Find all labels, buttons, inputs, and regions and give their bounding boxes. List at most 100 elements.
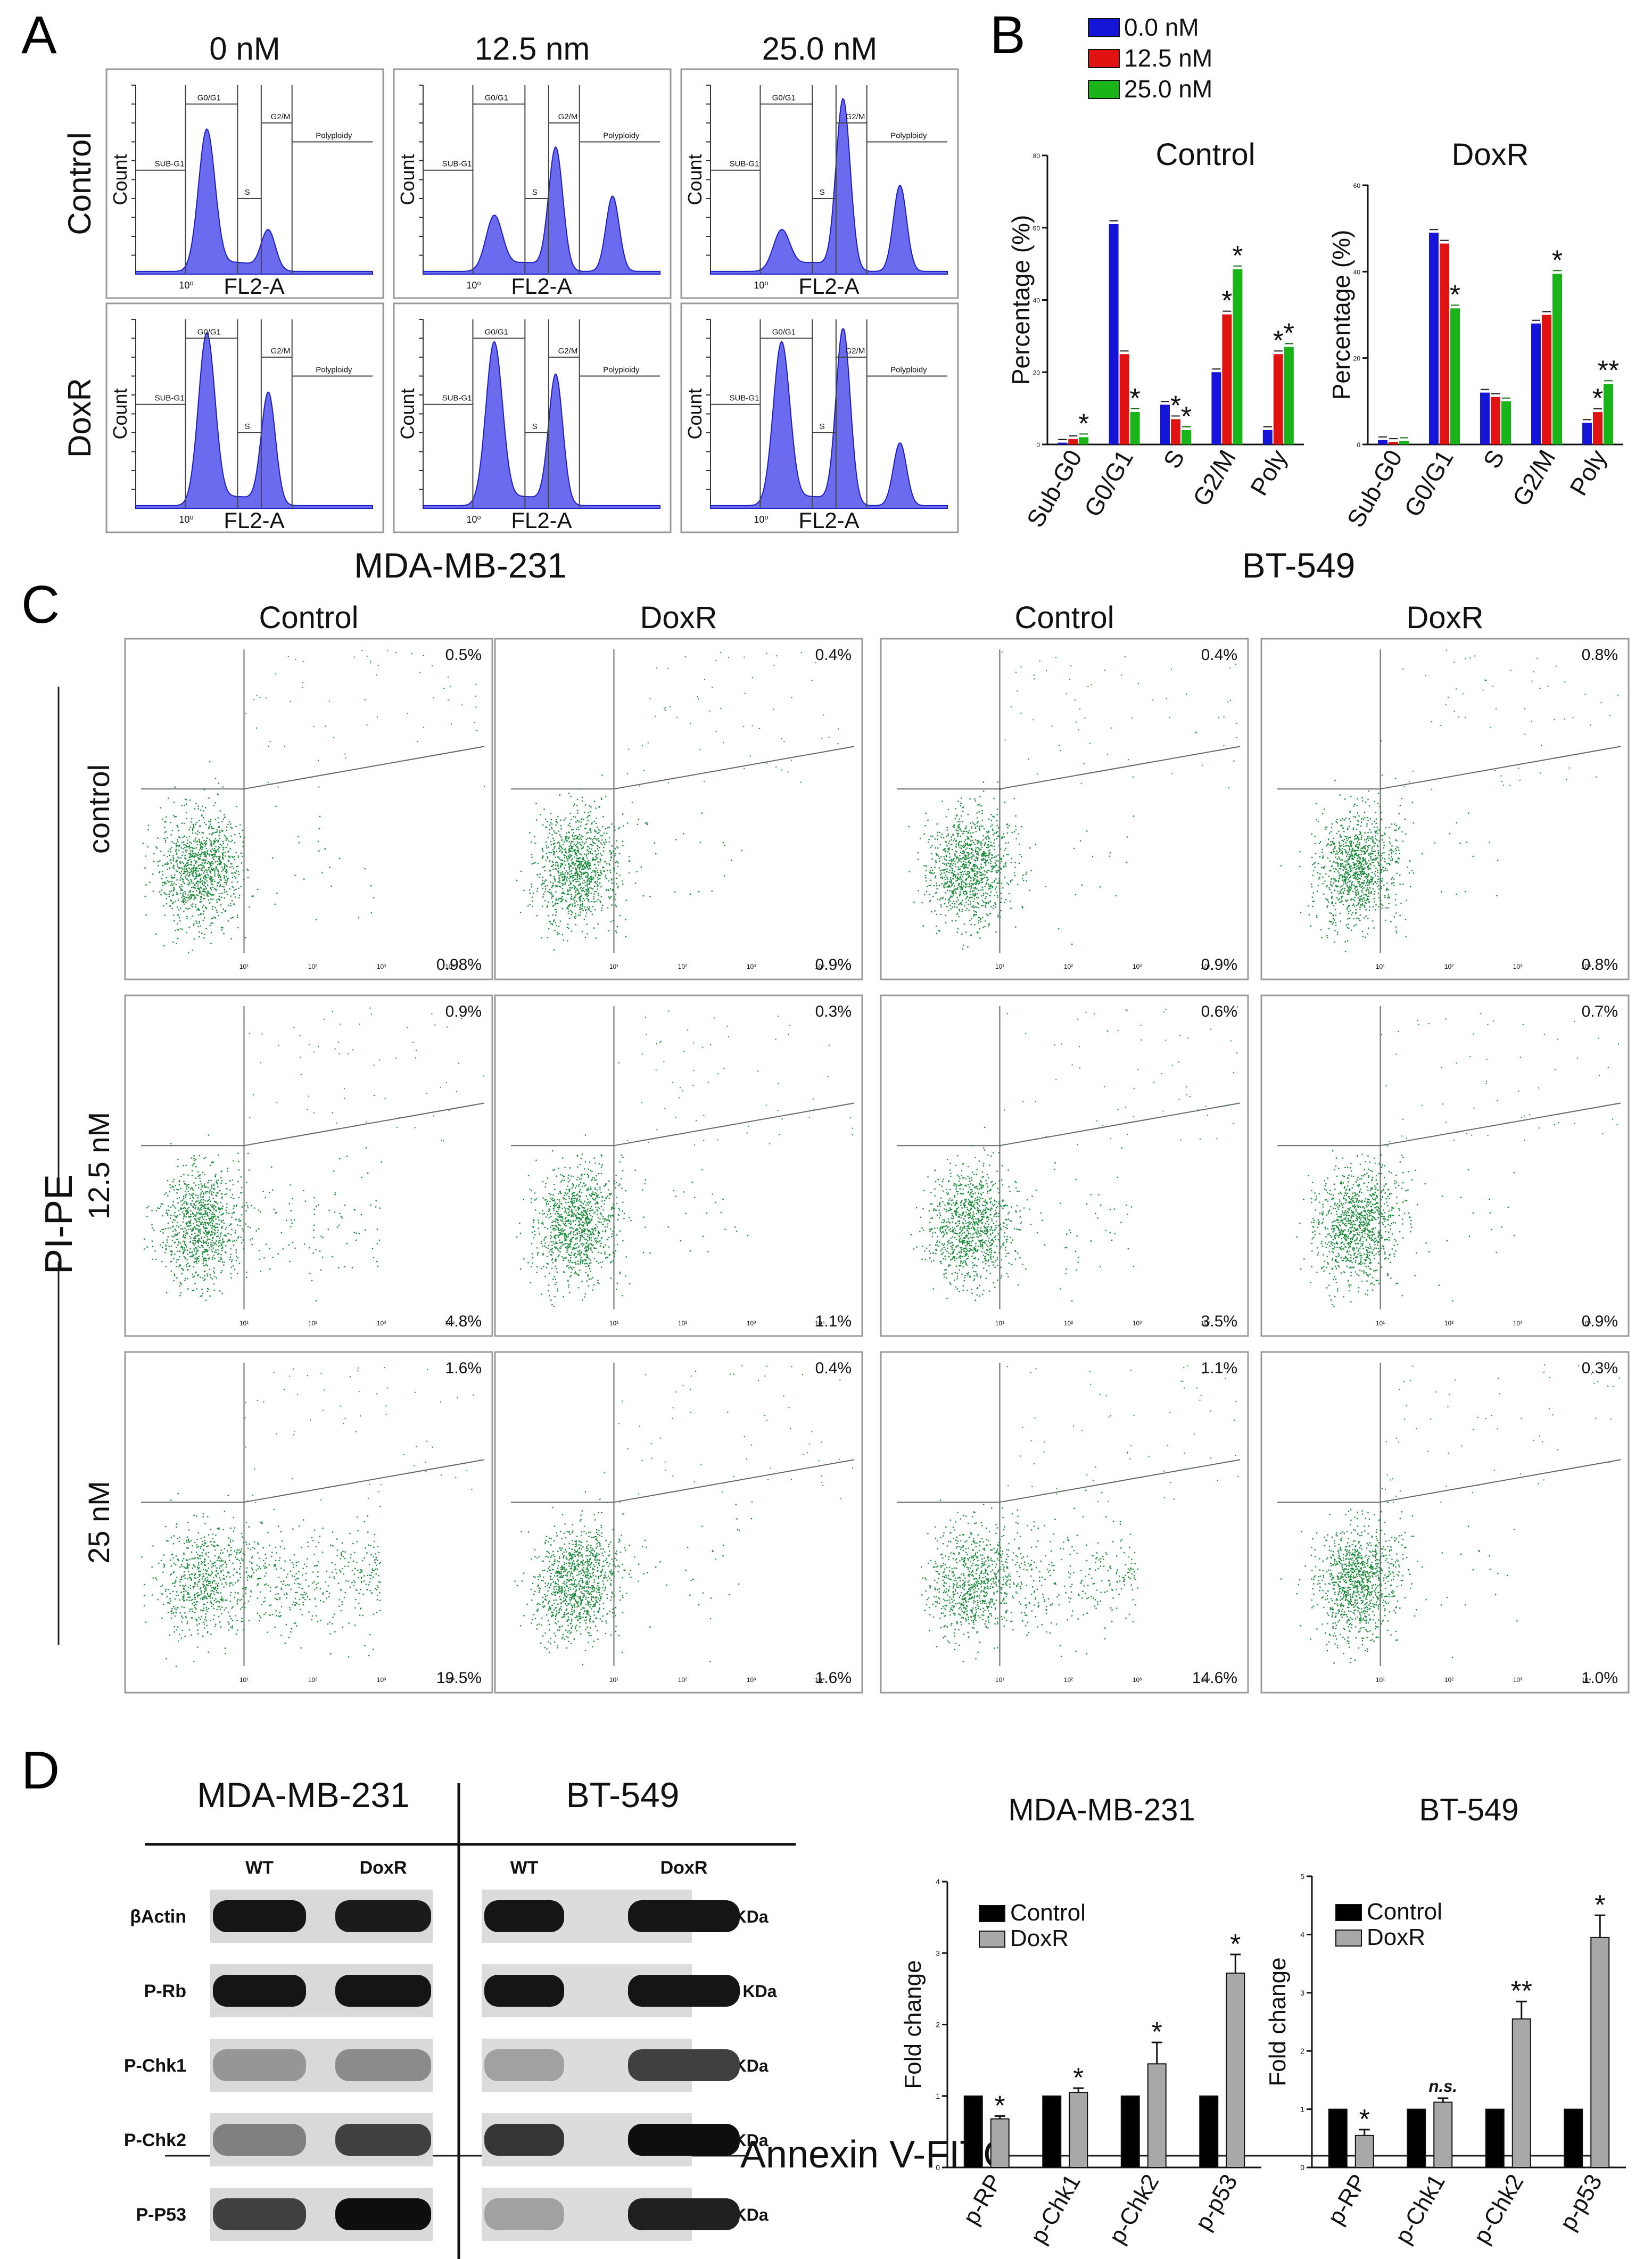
x-tick-label: p-p53 (1190, 2170, 1243, 2235)
significance-mark: * (1595, 1890, 1605, 1920)
bar (1582, 423, 1592, 444)
quadrant-lower-right-value: 4.8% (445, 1313, 482, 1330)
bar (1480, 392, 1490, 444)
x-tick-label: 10⁰ (179, 280, 193, 291)
blot-band (628, 2049, 740, 2081)
dot-plot: 10¹ 10² 10³ 10⁴ 0.5% 0.98% (124, 638, 493, 980)
quadrant-lower-right-value: 1.0% (1582, 1669, 1618, 1687)
bar (1511, 2018, 1531, 2169)
protein-label: P-Rb (144, 1981, 186, 2001)
x-tick-label: Sub-G0 (1021, 445, 1087, 532)
quadrant-lower-right-value: 0.9% (1582, 1313, 1618, 1330)
bar (1079, 437, 1089, 444)
gate-label: G2/M (558, 112, 578, 121)
x-tick-label: 10⁴ (445, 1676, 455, 1684)
x-tick-label: 10⁰ (466, 280, 481, 291)
bar (1211, 372, 1221, 444)
x-axis-label: FL2-A (224, 508, 284, 533)
bar (1593, 412, 1603, 444)
col-title: DoxR (1406, 600, 1483, 635)
dna-histogram (135, 128, 373, 275)
gate-label: Polyploidy (890, 131, 927, 140)
dna-histogram (423, 341, 660, 509)
legend-swatch (1335, 1930, 1362, 1947)
panel-label-c: C (21, 575, 60, 634)
bar (1407, 2108, 1426, 2169)
blot-band (628, 1975, 740, 2007)
dot-plot: 10¹ 10² 10³ 10⁴ 0.3% 1.0% (1260, 1351, 1630, 1694)
x-tick-label: 10³ (1513, 1320, 1522, 1327)
x-tick-label: 10¹ (995, 1676, 1004, 1684)
histogram-plot: Count FL2-A 10⁰ SUB-G1 G0/G1 S G2/M Polyploidy (680, 302, 959, 533)
x-tick-label: p-Chk1 (1026, 2170, 1086, 2248)
quadrant-lower-right-value: 3.5% (1201, 1313, 1237, 1330)
scatter-dots (142, 649, 485, 954)
legend-label: 25.0 nM (1124, 75, 1212, 103)
significance-mark: * (995, 2090, 1005, 2121)
bar (1552, 274, 1562, 444)
quadrant-upper-right-value: 0.4% (815, 646, 852, 664)
x-tick-label: 10³ (1513, 963, 1522, 970)
bar (1199, 2095, 1219, 2168)
panel-a-histograms: 0 nM 12.5 nm 25.0 nM Control DoxR Count FL2-A 1… (62, 31, 959, 533)
plot-frame (124, 994, 493, 1337)
chart-title: DoxR (1451, 137, 1529, 172)
gate-label: S (245, 422, 250, 431)
row-title: 12.5 nM (82, 1112, 115, 1219)
bar (1440, 243, 1449, 444)
x-tick-label: 10⁴ (815, 1676, 825, 1684)
plot-frame (880, 638, 1249, 980)
y-tick-label: 3 (936, 1949, 940, 1957)
legend-label: DoxR (1010, 1925, 1069, 1951)
quadrant-lower-right-value: 0.9% (815, 956, 852, 974)
bar (1564, 2108, 1583, 2169)
y-axis-label: Percentage (%) (1007, 215, 1035, 385)
gate-label: S (820, 188, 825, 197)
x-tick-label: 10³ (747, 1676, 756, 1684)
gate-label: Polyploidy (603, 131, 640, 140)
bar (1262, 430, 1273, 444)
gate-label: SUB-G1 (730, 394, 759, 403)
gate-label: G2/M (271, 112, 291, 121)
plot-frame (494, 1351, 863, 1694)
y-axis-label: Count (109, 388, 131, 439)
gate-label: S (532, 188, 538, 197)
bar (1531, 323, 1541, 444)
x-tick-label: 10⁴ (1201, 963, 1211, 970)
legend-swatch (1088, 49, 1120, 68)
row-title: 25 nM (82, 1481, 115, 1564)
quadrant-line (1000, 1102, 1241, 1147)
y-tick-label: 0 (1036, 441, 1040, 449)
significance-mark: ** (1598, 355, 1619, 386)
quadrant-line (1380, 746, 1621, 790)
legend-swatch (979, 1905, 1005, 1922)
y-tick-label: 20 (1033, 369, 1040, 376)
blot-band (628, 2198, 740, 2230)
x-tick-label: 10² (678, 1676, 687, 1684)
y-tick-label: 0 (1357, 441, 1360, 449)
bar (1233, 269, 1243, 444)
lane-label: WT (510, 1858, 539, 1878)
panel-label-b: B (990, 5, 1026, 65)
gate-label: G0/G1 (197, 93, 221, 102)
bar (1119, 354, 1129, 444)
gate-label: Polyploidy (316, 365, 352, 374)
legend-label: Control (1010, 1900, 1086, 1926)
gate-label: S (245, 188, 250, 197)
bar (1069, 2092, 1088, 2169)
lane-label: WT (245, 1858, 274, 1878)
dot-plot: 10¹ 10² 10³ 10⁴ 0.7% 0.9% (1260, 994, 1630, 1337)
y-tick-label: 4 (936, 1877, 940, 1886)
x-tick-label: 10³ (747, 1320, 756, 1327)
x-tick-label: 10⁰ (466, 514, 481, 525)
bar (1433, 2101, 1453, 2168)
x-tick-label: p-RP (1323, 2170, 1372, 2229)
gate-label: SUB-G1 (442, 394, 472, 403)
histogram-plot: Count FL2-A 10⁰ SUB-G1 G0/G1 S G2/M Polyploidy (105, 68, 384, 299)
y-axis-label: Fold change (1265, 1957, 1291, 2086)
gate-label: SUB-G1 (442, 160, 472, 169)
blot-band (628, 1900, 740, 1932)
x-tick-label: p-Chk2 (1104, 2170, 1164, 2248)
